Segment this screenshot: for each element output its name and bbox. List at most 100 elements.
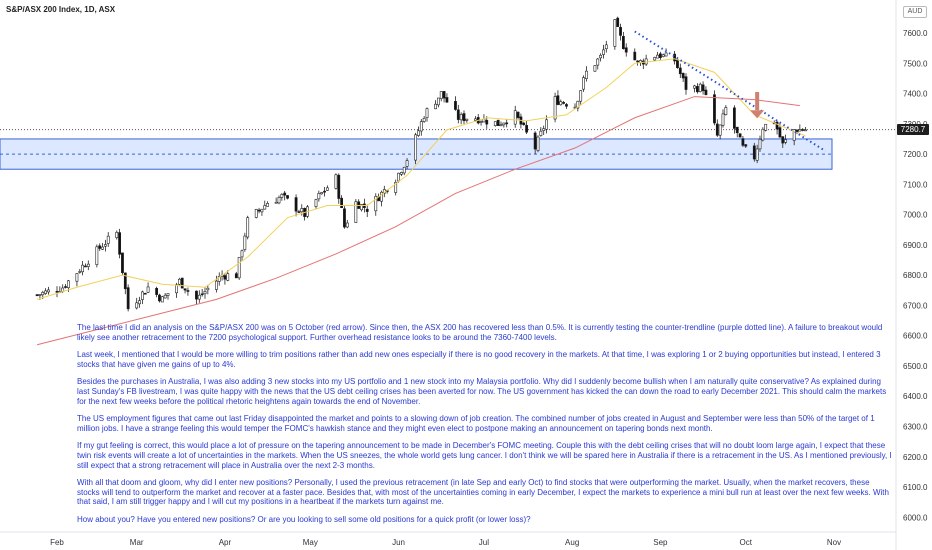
- last-price-badge: 7280.7: [897, 124, 929, 135]
- slow-moving-average-line: [36, 96, 800, 346]
- candle-body: [135, 302, 139, 309]
- time-tick-label: Oct: [740, 538, 753, 547]
- commentary-paragraph: Last week, I mentioned that I would be m…: [77, 350, 881, 369]
- candle-body: [158, 294, 161, 302]
- price-tick-label: 6100.0: [903, 483, 928, 492]
- price-tick-label: 6000.0: [903, 513, 928, 522]
- price-tick-label: 6900.0: [903, 241, 928, 250]
- candle-body: [681, 72, 685, 79]
- candle-body: [337, 174, 341, 199]
- candle-body: [425, 108, 429, 119]
- candle-body: [454, 101, 457, 110]
- candle-body: [177, 278, 181, 285]
- candle-body: [237, 257, 241, 279]
- candle-body: [701, 84, 705, 92]
- candle-body: [442, 91, 446, 99]
- candle-body: [283, 192, 287, 196]
- price-tick-label: 6600.0: [903, 332, 928, 341]
- candle-body: [277, 197, 281, 204]
- candle-body: [764, 123, 768, 131]
- candle-body: [664, 52, 668, 57]
- candle-body: [656, 54, 659, 59]
- candle-body: [297, 211, 301, 213]
- candle-body: [559, 101, 563, 106]
- price-axis[interactable]: 6000.0 6100.0 6200.0 6300.0 6400.0 6500.0 6600…: [903, 29, 928, 522]
- candle-body: [624, 47, 628, 53]
- candle-body: [673, 53, 677, 62]
- candle-body: [744, 144, 748, 147]
- candle-body: [545, 119, 548, 130]
- candle-body: [505, 122, 509, 125]
- candle-body: [775, 121, 779, 130]
- candle-body: [732, 107, 736, 129]
- candle-body: [493, 121, 497, 126]
- price-tick-label: 6500.0: [903, 362, 928, 371]
- candle-body: [35, 294, 39, 296]
- candle-body: [166, 293, 170, 296]
- candle-body: [217, 276, 221, 282]
- time-tick-label: Mar: [130, 538, 144, 547]
- chart-title: S&P/ASX 200 Index, 1D, ASX: [6, 5, 116, 14]
- price-tick-label: 7600.0: [903, 29, 928, 38]
- commentary-text: The last time I did an analysis on the S…: [77, 323, 892, 533]
- candle-body: [536, 136, 540, 151]
- commentary-paragraph: With all that doom and gloom, why did I …: [77, 478, 889, 507]
- candle-body: [676, 59, 679, 68]
- currency-badge[interactable]: AUD: [903, 6, 927, 18]
- candle-body: [804, 129, 807, 132]
- price-tick-label: 6400.0: [903, 392, 928, 401]
- candle-body: [314, 199, 318, 207]
- candle-body: [186, 290, 190, 292]
- candle-body: [402, 166, 406, 174]
- candle-body: [394, 182, 398, 193]
- candle-body: [565, 104, 568, 107]
- price-tick-label: 6800.0: [903, 271, 928, 280]
- candle-body: [86, 263, 90, 267]
- commentary-paragraph: Besides the purchases in Australia, I wa…: [77, 377, 887, 406]
- candle-body: [320, 192, 324, 195]
- candle-body: [106, 235, 110, 244]
- candle-body: [66, 280, 70, 289]
- time-tick-label: Aug: [565, 538, 579, 547]
- candle-body: [479, 121, 483, 123]
- candle-body: [798, 129, 802, 132]
- time-axis[interactable]: Feb Mar Apr May Jun Jul Aug Sep Oct Nov: [50, 538, 841, 547]
- candle-body: [784, 139, 788, 143]
- time-tick-label: Jun: [392, 538, 405, 547]
- candle-body: [254, 209, 258, 218]
- candle-body: [522, 122, 526, 126]
- candle-body: [761, 128, 765, 141]
- candle-body: [584, 70, 588, 79]
- candle-body: [619, 27, 622, 36]
- commentary-paragraph: If my gut feeling is correct, this would…: [77, 441, 892, 470]
- candle-body: [621, 36, 625, 50]
- candle-body: [513, 110, 517, 125]
- candle-body: [365, 208, 369, 212]
- candle-body: [260, 208, 264, 213]
- candle-body: [146, 286, 150, 293]
- candle-body: [345, 222, 349, 228]
- candle-body: [360, 204, 363, 211]
- candle-body: [439, 91, 443, 99]
- commentary-paragraph: The US employment figures that came out …: [77, 414, 875, 433]
- candle-body: [98, 245, 102, 249]
- candle-body: [41, 292, 45, 296]
- candle-body: [562, 102, 566, 104]
- candle-body: [163, 294, 167, 299]
- candle-body: [206, 287, 210, 291]
- red-arrow-marker: [750, 92, 765, 119]
- candle-body: [38, 294, 42, 296]
- candle-body: [422, 117, 426, 122]
- candle-body: [243, 235, 247, 250]
- candle-body: [380, 191, 383, 202]
- candle-body: [183, 288, 187, 291]
- arrow-head: [750, 110, 765, 119]
- time-tick-label: Sep: [653, 538, 668, 547]
- candle-body: [55, 290, 59, 293]
- price-tick-label: 7400.0: [903, 90, 928, 99]
- candle-body: [582, 77, 585, 90]
- candle-body: [539, 130, 543, 136]
- candle-body: [661, 54, 665, 57]
- candle-body: [121, 252, 124, 274]
